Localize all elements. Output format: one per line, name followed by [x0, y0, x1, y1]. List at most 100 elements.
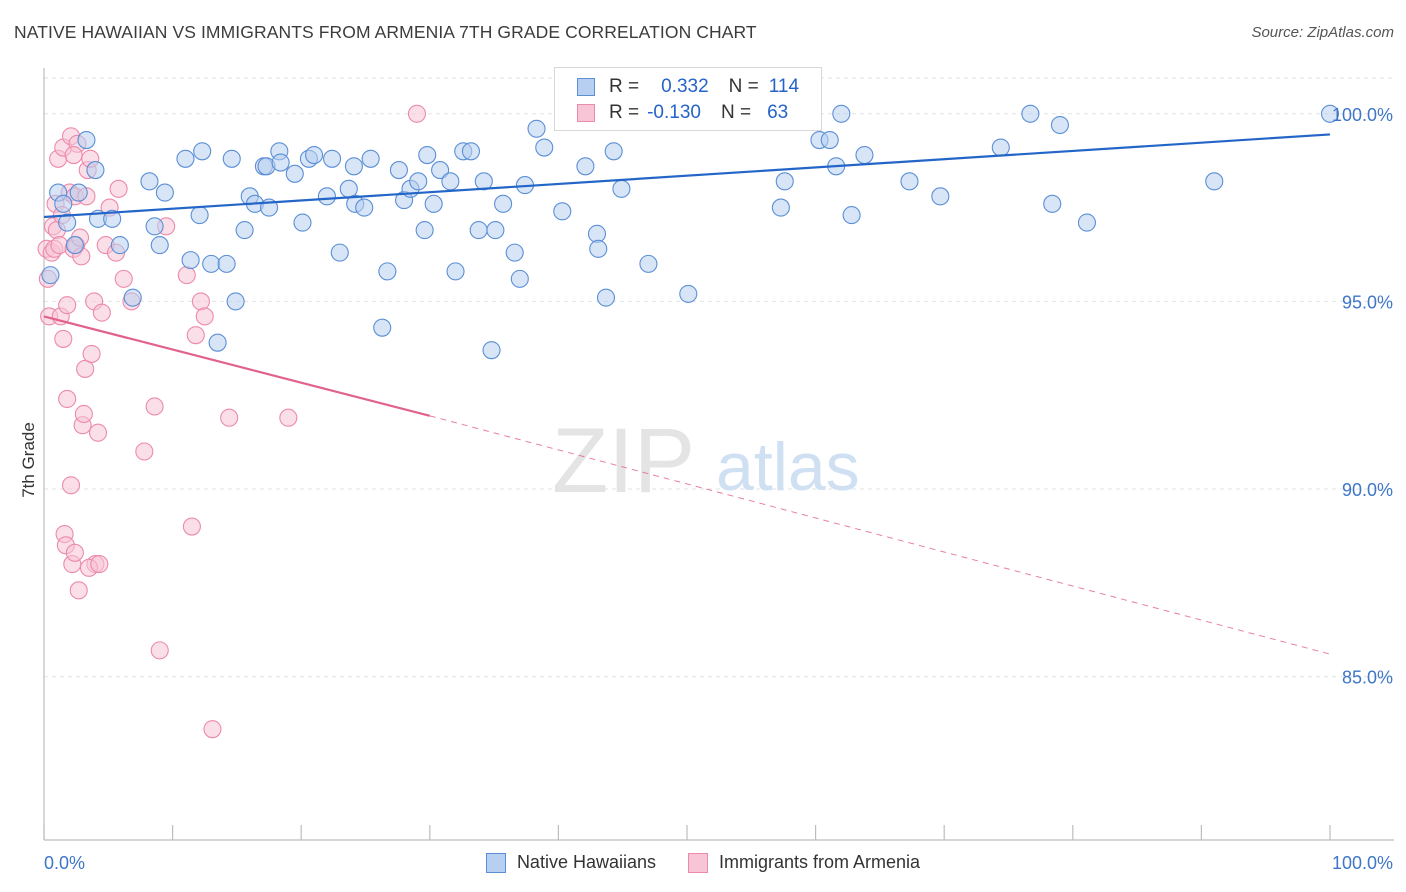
point-native-hawaiian [612, 179, 631, 198]
legend-row-pink: R = -0.130 N = 63 [577, 101, 788, 125]
point-native-hawaiian [155, 183, 174, 202]
point-native-hawaiian [150, 236, 169, 255]
point-native-hawaiian [505, 243, 524, 262]
point-native-hawaiian [285, 164, 304, 183]
point-native-hawaiian [202, 254, 221, 273]
x-tick-label-max: 100.0% [1332, 853, 1393, 873]
point-native-hawaiian [323, 149, 342, 168]
point-armenia [82, 344, 101, 363]
point-armenia [150, 641, 169, 660]
point-native-hawaiian [339, 179, 358, 198]
legend-swatch-pink [577, 104, 595, 122]
point-native-hawaiian [589, 239, 608, 258]
legend-item-armenia[interactable]: Immigrants from Armenia [688, 852, 920, 873]
y-axis-label: 7th Grade [19, 422, 38, 498]
point-armenia [109, 179, 128, 198]
point-native-hawaiian [553, 202, 572, 221]
watermark: ZIP atlas [552, 410, 860, 512]
point-native-hawaiian [842, 206, 861, 225]
point-armenia [64, 145, 83, 165]
point-native-hawaiian [305, 145, 324, 165]
point-native-hawaiian [330, 243, 349, 262]
point-native-hawaiian [679, 284, 698, 303]
legend-swatch-blue [577, 78, 595, 96]
point-native-hawaiian [226, 292, 245, 311]
point-native-hawaiian [344, 157, 363, 176]
legend-n-value-blue: 114 [768, 76, 800, 97]
y-tick-label: 100.0% [1332, 105, 1393, 125]
point-armenia [407, 104, 426, 123]
point-native-hawaiian [855, 145, 874, 165]
point-native-hawaiian [1050, 115, 1069, 135]
point-native-hawaiian [190, 206, 209, 225]
point-armenia [177, 266, 196, 285]
point-native-hawaiian [587, 224, 607, 243]
point-native-hawaiian [596, 288, 616, 307]
point-native-hawaiian [271, 153, 290, 172]
legend-n-value-pink: 63 [767, 102, 789, 123]
point-native-hawaiian [317, 187, 336, 206]
trend-line-armenia-extrapolated [429, 415, 1331, 655]
point-native-hawaiian [418, 145, 437, 165]
correlation-legend: R = 0.332 N = 114 R = -0.130 N = 63 [554, 67, 822, 131]
point-native-hawaiian [510, 269, 529, 288]
point-native-hawaiian [1077, 213, 1096, 232]
point-native-hawaiian [103, 209, 122, 228]
point-native-hawaiian [361, 149, 380, 168]
point-native-hawaiian [820, 130, 839, 150]
series-armenia-points [37, 104, 426, 739]
point-armenia [92, 303, 111, 322]
gridlines [44, 77, 1392, 678]
legend-r-label: R = [609, 76, 640, 97]
point-native-hawaiian [217, 254, 236, 273]
point-native-hawaiian [1320, 104, 1340, 123]
point-native-hawaiian [469, 221, 488, 240]
point-native-hawaiian [58, 213, 77, 232]
point-native-hawaiian [1021, 104, 1040, 123]
point-armenia [186, 326, 205, 345]
y-tick-label: 95.0% [1342, 292, 1393, 312]
point-native-hawaiian [65, 236, 84, 255]
point-native-hawaiian [235, 221, 254, 240]
series-native-hawaiians-points [41, 104, 1340, 360]
legend-label-armenia: Immigrants from Armenia [719, 852, 921, 872]
chart-title: NATIVE HAWAIIAN VS IMMIGRANTS FROM ARMEN… [14, 22, 757, 42]
source-credit: Source: ZipAtlas.com [1251, 24, 1394, 41]
y-tick-label: 90.0% [1342, 480, 1393, 500]
point-native-hawaiian [461, 142, 481, 161]
point-native-hawaiian [222, 149, 241, 168]
point-native-hawaiian [77, 130, 96, 150]
trend-line-armenia [43, 315, 431, 417]
point-native-hawaiian [389, 161, 408, 180]
legend-swatch-blue [485, 852, 506, 873]
legend-n-label: N = [728, 76, 759, 97]
legend-r-value-blue: 0.332 [661, 76, 709, 97]
legend-item-native-hawaiians[interactable]: Native Hawaiians [485, 852, 656, 873]
point-armenia [220, 408, 239, 427]
point-armenia [54, 329, 73, 348]
legend-label-native-hawaiians: Native Hawaiians [516, 852, 656, 872]
point-armenia [61, 476, 81, 495]
point-armenia [65, 543, 84, 562]
point-native-hawaiian [208, 333, 227, 352]
x-tick-label-min: 0.0% [44, 853, 85, 873]
legend-swatch-pink [688, 852, 708, 873]
point-native-hawaiian [415, 221, 434, 240]
series-legend: Native Hawaiians Immigrants from Armenia [0, 852, 1406, 873]
point-native-hawaiian [771, 198, 790, 217]
point-armenia [88, 423, 108, 442]
point-armenia [279, 408, 298, 427]
point-native-hawaiian [355, 198, 374, 217]
point-native-hawaiian [86, 161, 105, 180]
point-native-hawaiian [431, 161, 450, 180]
point-native-hawaiian [639, 254, 658, 273]
watermark-atlas: atlas [716, 429, 860, 505]
point-native-hawaiian [486, 221, 505, 240]
point-armenia [182, 517, 201, 536]
legend-r-label: R = [609, 102, 640, 123]
point-native-hawaiian [527, 119, 546, 138]
point-native-hawaiian [69, 183, 88, 202]
point-native-hawaiian [378, 262, 397, 281]
point-armenia [69, 581, 88, 600]
